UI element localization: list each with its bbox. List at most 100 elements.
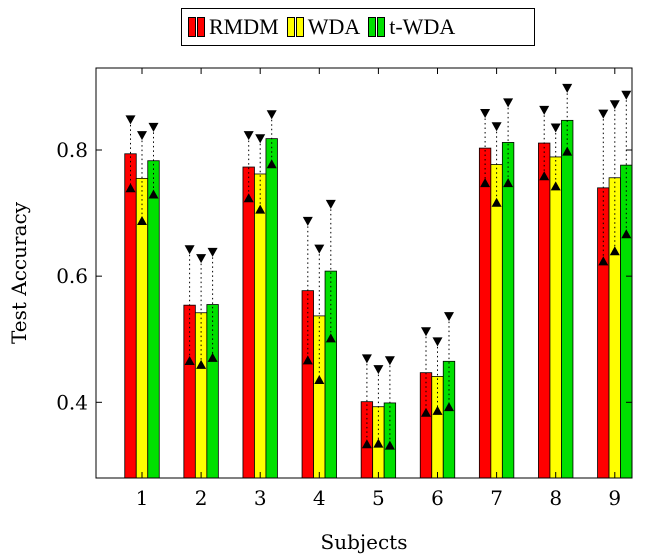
- lower-marker-2-9: [609, 246, 620, 256]
- upper-marker-1-8: [539, 105, 550, 115]
- upper-marker-3-3: [266, 110, 277, 120]
- bar-1-2: [183, 304, 196, 479]
- legend-label-wda: WDA: [307, 14, 361, 39]
- lower-marker-2-8: [550, 181, 561, 191]
- bar-3-9: [620, 164, 633, 479]
- plot-area-frame: [95, 67, 633, 479]
- legend-item-rmdm: RMDM: [188, 14, 279, 40]
- upper-marker-2-1: [137, 131, 147, 141]
- upper-marker-1-2: [184, 245, 195, 255]
- upper-marker-1-9: [598, 109, 609, 119]
- lower-marker-2-5: [373, 438, 384, 448]
- upper-marker-3-4: [325, 199, 336, 209]
- lower-marker-2-2: [196, 359, 207, 369]
- bar-2-7: [490, 164, 503, 479]
- upper-marker-2-6: [432, 337, 443, 347]
- lower-marker-1-3: [243, 193, 254, 203]
- lower-marker-1-2: [184, 356, 195, 366]
- bar-3-6: [442, 360, 456, 479]
- legend-swatch-t-wda: [368, 17, 386, 37]
- y-tick-label-0.6: 0.6: [56, 264, 88, 288]
- bar-1-9: [597, 187, 610, 479]
- x-tick-label-1: 1: [136, 486, 149, 510]
- legend-item-wda: WDA: [286, 14, 361, 40]
- lower-marker-3-5: [384, 440, 395, 450]
- upper-marker-3-7: [503, 98, 514, 108]
- upper-marker-2-5: [373, 365, 384, 375]
- upper-marker-2-4: [314, 244, 325, 254]
- bar-2-2: [194, 312, 208, 479]
- upper-marker-2-9: [609, 100, 620, 110]
- lower-marker-3-4: [325, 333, 336, 343]
- lower-marker-2-7: [491, 197, 502, 207]
- x-tick-label-4: 4: [313, 486, 326, 510]
- bar-1-1: [124, 153, 137, 479]
- upper-marker-2-2: [196, 254, 207, 264]
- bar-3-5: [383, 402, 397, 479]
- upper-marker-1-7: [480, 109, 491, 119]
- bar-3-7: [501, 142, 515, 479]
- lower-marker-2-6: [432, 405, 443, 415]
- legend-swatch-rmdm: [188, 17, 206, 37]
- upper-marker-3-5: [384, 356, 395, 366]
- x-tick-label-2: 2: [195, 486, 208, 510]
- lower-marker-3-1: [148, 189, 159, 199]
- upper-marker-3-1: [148, 122, 159, 132]
- bar-1-4: [301, 290, 314, 479]
- legend-label-t-wda: t-WDA: [389, 14, 456, 39]
- legend: RMDM WDA t-WDA: [181, 8, 535, 46]
- x-tick-label-8: 8: [549, 486, 562, 510]
- lower-marker-3-7: [503, 178, 514, 188]
- lower-marker-2-3: [255, 204, 266, 214]
- upper-marker-1-3: [243, 131, 254, 141]
- legend-item-t-wda: t-WDA: [368, 14, 455, 40]
- lower-marker-1-9: [598, 256, 609, 266]
- legend-swatch-wda: [286, 17, 305, 37]
- legend-label-rmdm: RMDM: [209, 14, 279, 39]
- lower-marker-1-6: [421, 407, 431, 417]
- y-axis-label: Test Accuracy: [7, 201, 31, 344]
- bars-layer: [124, 83, 633, 479]
- upper-marker-1-5: [361, 354, 372, 364]
- x-tick-label-7: 7: [490, 486, 503, 510]
- bar-3-1: [147, 160, 160, 479]
- x-tick-label-3: 3: [254, 486, 267, 510]
- lower-marker-3-9: [621, 229, 632, 239]
- lower-marker-3-8: [562, 146, 573, 156]
- x-tick-label-5: 5: [372, 486, 385, 510]
- bar-2-3: [254, 173, 267, 479]
- x-tick-label-6: 6: [431, 486, 444, 510]
- lower-marker-3-3: [266, 159, 277, 169]
- lower-marker-2-1: [137, 216, 147, 226]
- y-tick-label-0.8: 0.8: [56, 138, 88, 162]
- upper-marker-3-9: [621, 90, 632, 100]
- lower-marker-1-7: [480, 178, 491, 188]
- upper-marker-2-8: [550, 123, 561, 133]
- upper-marker-3-8: [562, 83, 573, 93]
- bar-1-7: [478, 147, 492, 479]
- lower-marker-1-5: [361, 439, 372, 449]
- upper-marker-1-4: [302, 216, 313, 226]
- bar-1-6: [419, 372, 433, 479]
- bar-2-6: [431, 376, 444, 479]
- bar-3-4: [324, 270, 337, 479]
- upper-marker-2-3: [255, 134, 266, 144]
- lower-marker-1-8: [539, 171, 550, 181]
- x-tick-label-9: 9: [608, 486, 621, 510]
- ticks-layer: 1 2 3 4 5 6 7 8 9 0.4 0.6 0.8: [56, 68, 632, 510]
- upper-marker-2-7: [491, 122, 502, 132]
- lower-marker-1-4: [302, 355, 313, 365]
- upper-marker-1-1: [125, 115, 136, 125]
- bar-3-3: [265, 138, 278, 479]
- upper-marker-3-6: [444, 312, 454, 322]
- bar-1-8: [538, 142, 551, 479]
- upper-marker-3-2: [207, 247, 218, 257]
- y-tick-label-0.4: 0.4: [56, 390, 88, 414]
- lower-marker-2-4: [314, 374, 325, 384]
- lower-marker-3-2: [207, 352, 218, 362]
- bar-1-3: [242, 166, 255, 479]
- x-axis-label: Subjects: [321, 530, 408, 554]
- lower-marker-3-6: [444, 402, 454, 412]
- lower-marker-1-1: [125, 183, 136, 193]
